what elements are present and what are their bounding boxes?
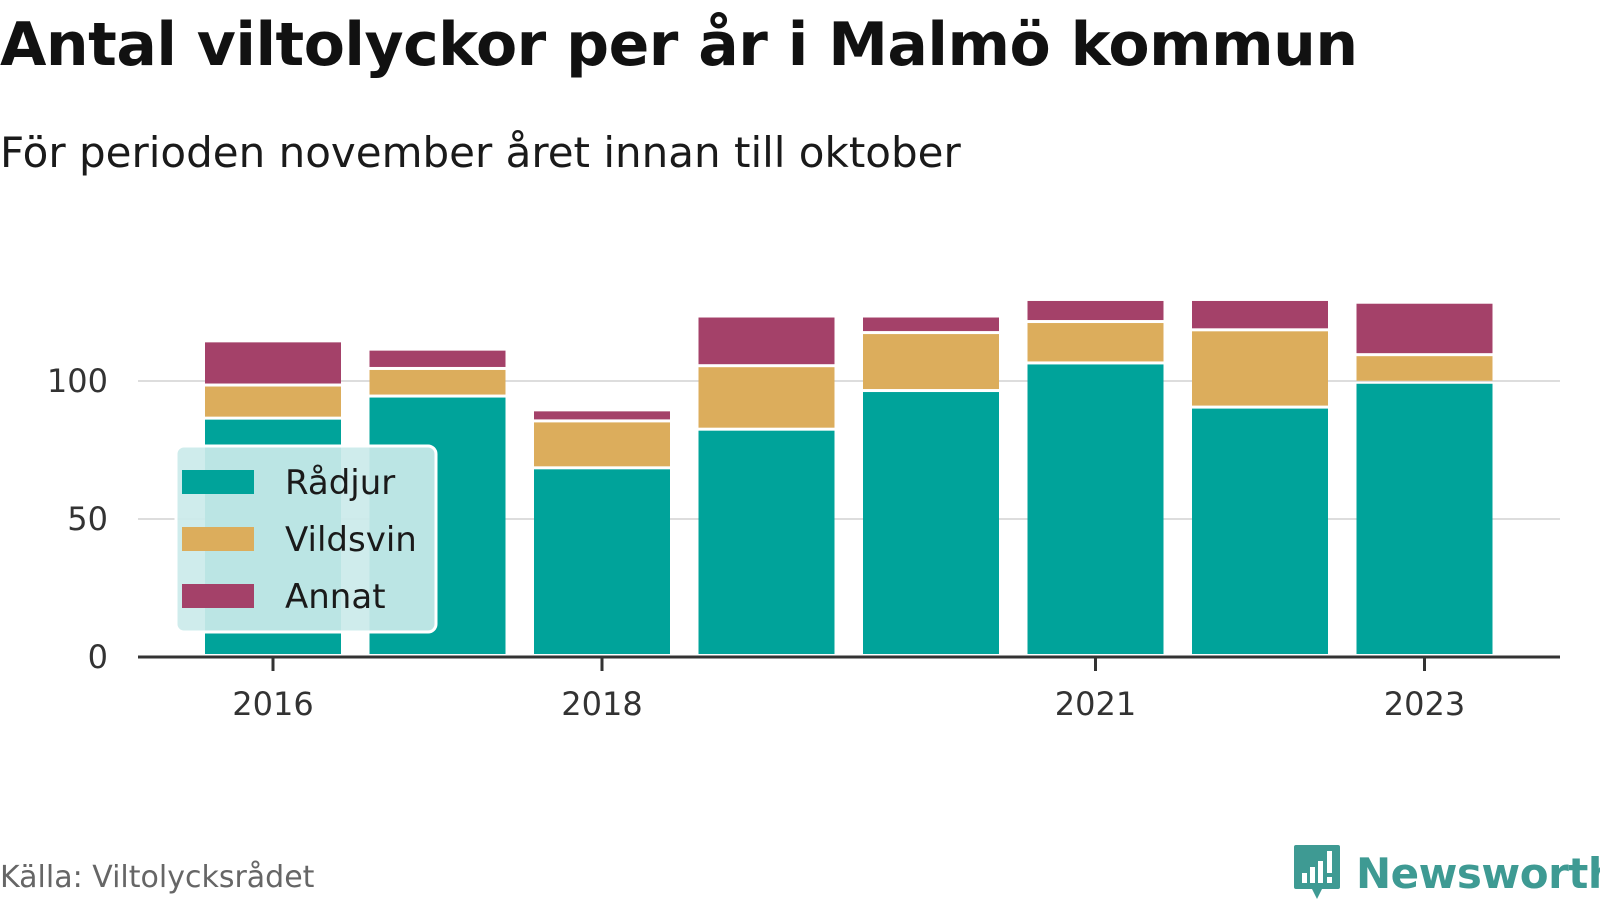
x-tick-label-2018: 2018	[561, 685, 642, 723]
y-tick-label-50: 50	[67, 500, 108, 538]
legend-swatch-rdjur	[182, 470, 254, 494]
bar-2023-vildsvin	[1356, 356, 1493, 381]
legend-swatch-annat	[182, 584, 254, 608]
bar-2016-vildsvin	[205, 386, 341, 417]
chart-title: Antal viltolyckor per år i Malmö kommun	[0, 10, 1358, 80]
y-tick-label-100: 100	[47, 362, 108, 400]
bar-2020-vildsvin	[863, 334, 999, 390]
bar-2019-annat	[698, 317, 835, 365]
bar-2016-annat	[205, 342, 341, 384]
x-tick-label-2023: 2023	[1384, 685, 1465, 723]
brand-name: Newsworthy	[1356, 848, 1600, 898]
brand-logo: Newsworthy	[1292, 842, 1600, 900]
legend-label-vildsvin: Vildsvin	[285, 520, 417, 560]
y-tick-label-0: 0	[88, 638, 108, 676]
bar-2019-vildsvin	[698, 367, 835, 428]
bar-2018-vildsvin	[534, 422, 670, 467]
source-note: Källa: Viltolycksrådet	[0, 860, 315, 895]
x-tick-label-2021: 2021	[1055, 685, 1136, 723]
legend-label-rdjur: Rådjur	[285, 463, 395, 503]
bar-2017-vildsvin	[369, 369, 506, 395]
bar-2021-annat	[1027, 300, 1164, 321]
bar-2021-vildsvin	[1027, 323, 1164, 362]
bar-2022-rdjur	[1192, 408, 1328, 654]
bar-2017-annat	[369, 350, 506, 367]
bar-2022-annat	[1192, 300, 1328, 329]
bar-2022-vildsvin	[1192, 331, 1328, 406]
bar-2018-annat	[534, 411, 670, 420]
bar-2023-annat	[1356, 303, 1493, 354]
newsworthy-logo-icon	[1294, 845, 1340, 899]
legend-label-annat: Annat	[285, 577, 386, 617]
legend-swatch-vildsvin	[182, 527, 254, 551]
bar-2023-rdjur	[1356, 383, 1493, 654]
bar-2020-rdjur	[863, 392, 999, 654]
bar-2019-rdjur	[698, 430, 835, 654]
bar-2021-rdjur	[1027, 364, 1164, 654]
chart-subtitle: För perioden november året innan till ok…	[0, 128, 961, 177]
x-tick-label-2016: 2016	[232, 685, 313, 723]
bar-2020-annat	[863, 317, 999, 332]
bar-2018-rdjur	[534, 469, 670, 654]
